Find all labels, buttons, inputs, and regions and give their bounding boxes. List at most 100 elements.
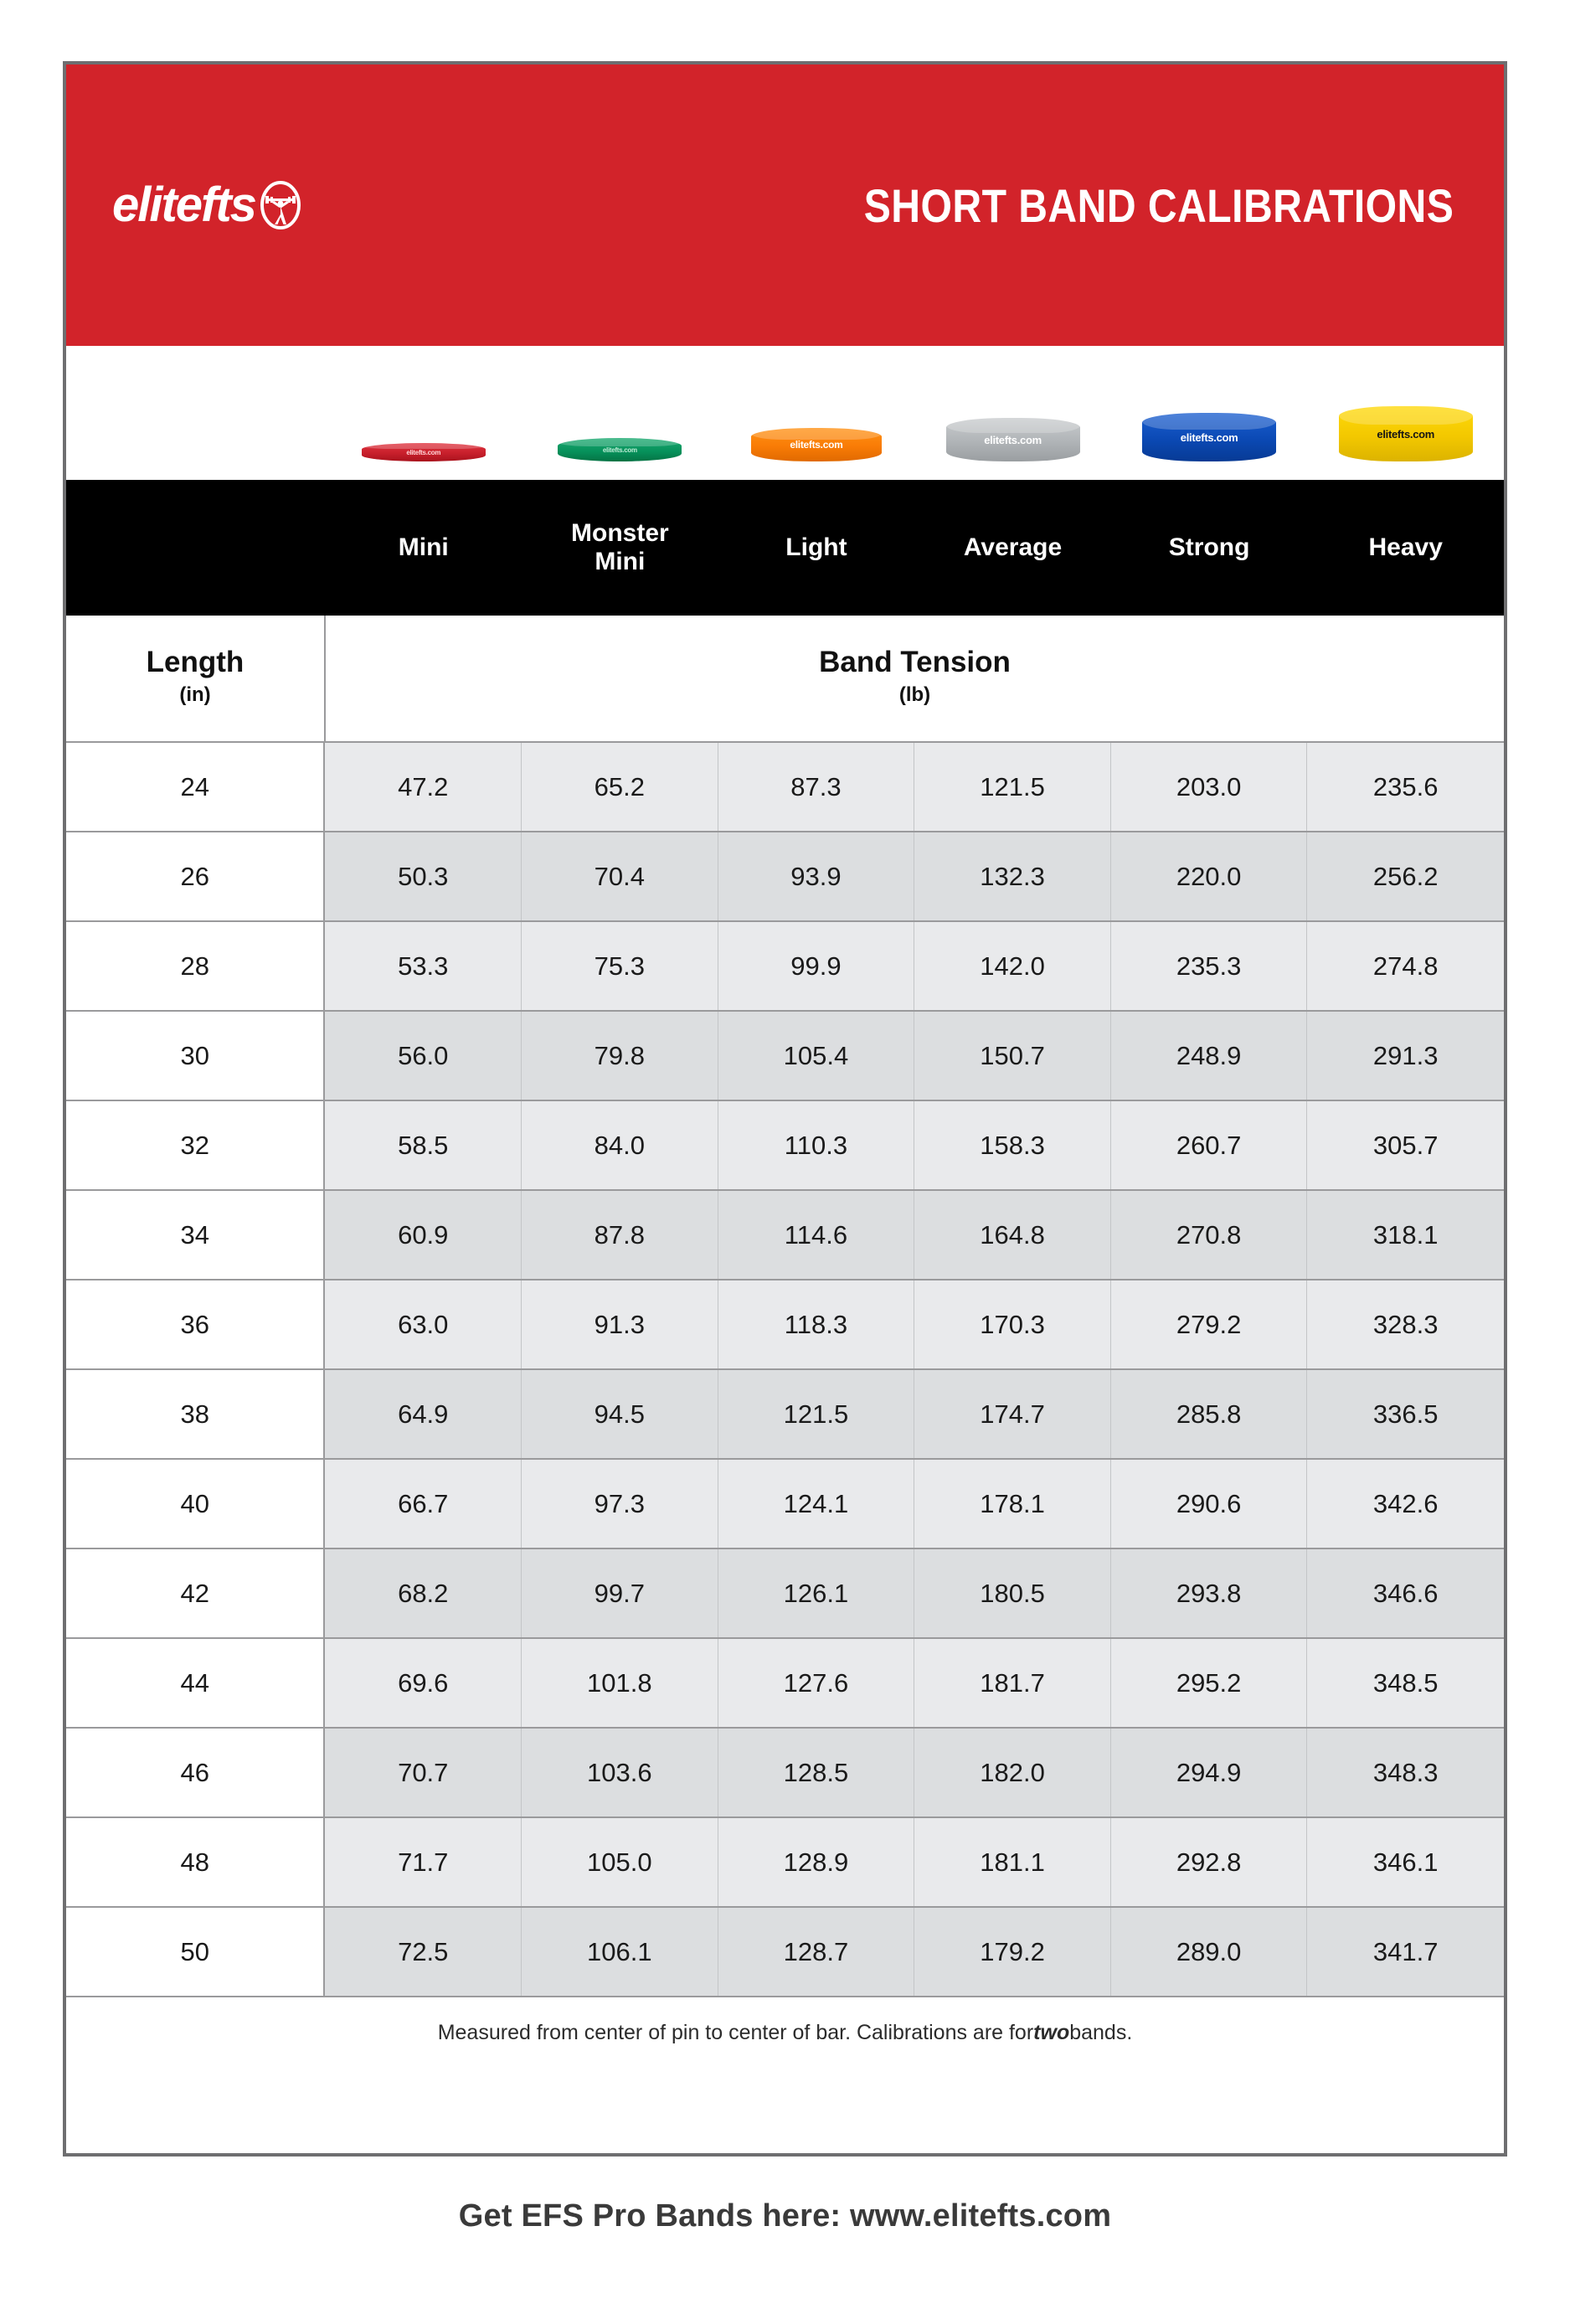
length-cell: 42 [66,1549,326,1637]
column-header-heavy: Heavy [1307,533,1504,562]
band-image-spacer [66,346,325,480]
page-footer-cta[interactable]: Get EFS Pro Bands here: www.elitefts.com [458,2198,1112,2234]
column-header-average: Average [914,533,1111,562]
tension-cell: 124.1 [718,1460,915,1548]
tension-header-unit: (lb) [898,683,931,706]
tension-cell: 87.3 [718,743,915,831]
tension-cell: 178.1 [914,1460,1111,1548]
tension-cell: 72.5 [325,1908,522,1996]
tension-cell: 180.5 [914,1549,1111,1637]
tension-cell: 341.7 [1307,1908,1505,1996]
length-header-label: Length [146,645,245,678]
length-cell: 28 [66,922,326,1010]
tension-cell: 294.9 [1110,1729,1308,1816]
tension-cell: 56.0 [325,1012,522,1100]
table-row: 40 66.7 97.3 124.1 178.1 290.6 342.6 [66,1460,1505,1549]
band-images-row: elitefts.com elitefts.com elitefts.com e… [66,346,1504,480]
tension-cell: 348.3 [1307,1729,1505,1816]
tension-cell: 248.9 [1110,1012,1308,1100]
length-cell: 44 [66,1639,326,1727]
tension-cell: 150.7 [914,1012,1111,1100]
table-row: 38 64.9 94.5 121.5 174.7 285.8 336.5 [66,1370,1505,1460]
table-row: 44 69.6 101.8 127.6 181.7 295.2 348.5 [66,1639,1505,1729]
table-row: 34 60.9 87.8 114.6 164.8 270.8 318.1 [66,1191,1505,1281]
tension-cell: 260.7 [1110,1101,1308,1189]
length-cell: 38 [66,1370,326,1458]
table-row: 36 63.0 91.3 118.3 170.3 279.2 328.3 [66,1281,1505,1370]
length-cell: 30 [66,1012,326,1100]
tension-cell: 170.3 [914,1281,1111,1368]
tension-cell: 103.6 [522,1729,718,1816]
tension-cell: 132.3 [914,832,1111,920]
column-header-line1: Average [963,533,1063,562]
band-image-monster-mini: elitefts.com [522,346,718,480]
tension-cell: 114.6 [718,1191,915,1279]
length-cell: 50 [66,1908,326,1996]
tension-cell: 91.3 [522,1281,718,1368]
length-cell: 48 [66,1818,326,1906]
column-header-row: Mini Monster Mini Light Average Strong H… [66,480,1504,616]
page-title: SHORT BAND CALIBRATIONS [863,178,1454,232]
tension-header-label: Band Tension [819,645,1011,678]
table-row: 42 68.2 99.7 126.1 180.5 293.8 346.6 [66,1549,1505,1639]
tension-cell: 274.8 [1307,922,1505,1010]
tension-cell: 75.3 [522,922,718,1010]
band-image-mini: elitefts.com [325,346,522,480]
column-header-strong: Strong [1111,533,1308,562]
table-row: 24 47.2 65.2 87.3 121.5 203.0 235.6 [66,743,1505,832]
tension-cell: 93.9 [718,832,915,920]
tension-cell: 142.0 [914,922,1111,1010]
tension-cell: 87.8 [522,1191,718,1279]
tension-cell: 181.1 [914,1818,1111,1906]
column-header-mini: Mini [325,533,522,562]
tension-cell: 279.2 [1110,1281,1308,1368]
tension-cell: 342.6 [1307,1460,1505,1548]
footnote-post: bands. [1069,2020,1133,2044]
tension-cell: 285.8 [1110,1370,1308,1458]
tension-cell: 99.7 [522,1549,718,1637]
tension-cell: 110.3 [718,1101,915,1189]
table-body: 24 47.2 65.2 87.3 121.5 203.0 235.6 26 50.3 70.4 9… [66,743,1505,1997]
length-cell: 46 [66,1729,326,1816]
tension-cell: 99.9 [718,922,915,1010]
table-row: 30 56.0 79.8 105.4 150.7 248.9 291.3 [66,1012,1505,1101]
tension-cell: 50.3 [325,832,522,920]
tension-cell: 101.8 [522,1639,718,1727]
band-image-average: elitefts.com [914,346,1111,480]
tension-cell: 179.2 [914,1908,1111,1996]
tension-cell: 270.8 [1110,1191,1308,1279]
tension-cell: 182.0 [914,1729,1111,1816]
tension-cell: 70.7 [325,1729,522,1816]
tension-cell: 292.8 [1110,1818,1308,1906]
tension-cell: 47.2 [325,743,522,831]
length-cell: 40 [66,1460,326,1548]
length-cell: 34 [66,1191,326,1279]
table-row: 26 50.3 70.4 93.9 132.3 220.0 256.2 [66,832,1505,922]
length-cell: 24 [66,743,326,831]
column-header-line1: Strong [1168,533,1250,562]
column-header-line1: Monster [571,519,669,548]
lifter-circle-icon [259,181,302,229]
tension-cell: 336.5 [1307,1370,1505,1458]
tension-cell: 106.1 [522,1908,718,1996]
length-header-unit: (in) [179,683,211,706]
tension-cell: 346.6 [1307,1549,1505,1637]
tension-cell: 348.5 [1307,1639,1505,1727]
axis-header-row: Length (in) Band Tension (lb) [66,616,1504,743]
elitefts-logo[interactable]: elitefts [112,181,302,229]
tension-cell: 256.2 [1307,832,1505,920]
tension-cell: 94.5 [522,1370,718,1458]
tension-header-cell: Band Tension (lb) [326,616,1504,741]
tension-cell: 71.7 [325,1818,522,1906]
table-row: 46 70.7 103.6 128.5 182.0 294.9 348.3 [66,1729,1505,1818]
logo-wordmark: elitefts [112,178,257,232]
tension-cell: 60.9 [325,1191,522,1279]
table-row: 48 71.7 105.0 128.9 181.1 292.8 346.1 [66,1818,1505,1908]
length-cell: 32 [66,1101,326,1189]
tension-cell: 318.1 [1307,1191,1505,1279]
tension-cell: 84.0 [522,1101,718,1189]
tension-cell: 295.2 [1110,1639,1308,1727]
tension-cell: 164.8 [914,1191,1111,1279]
tension-cell: 68.2 [325,1549,522,1637]
